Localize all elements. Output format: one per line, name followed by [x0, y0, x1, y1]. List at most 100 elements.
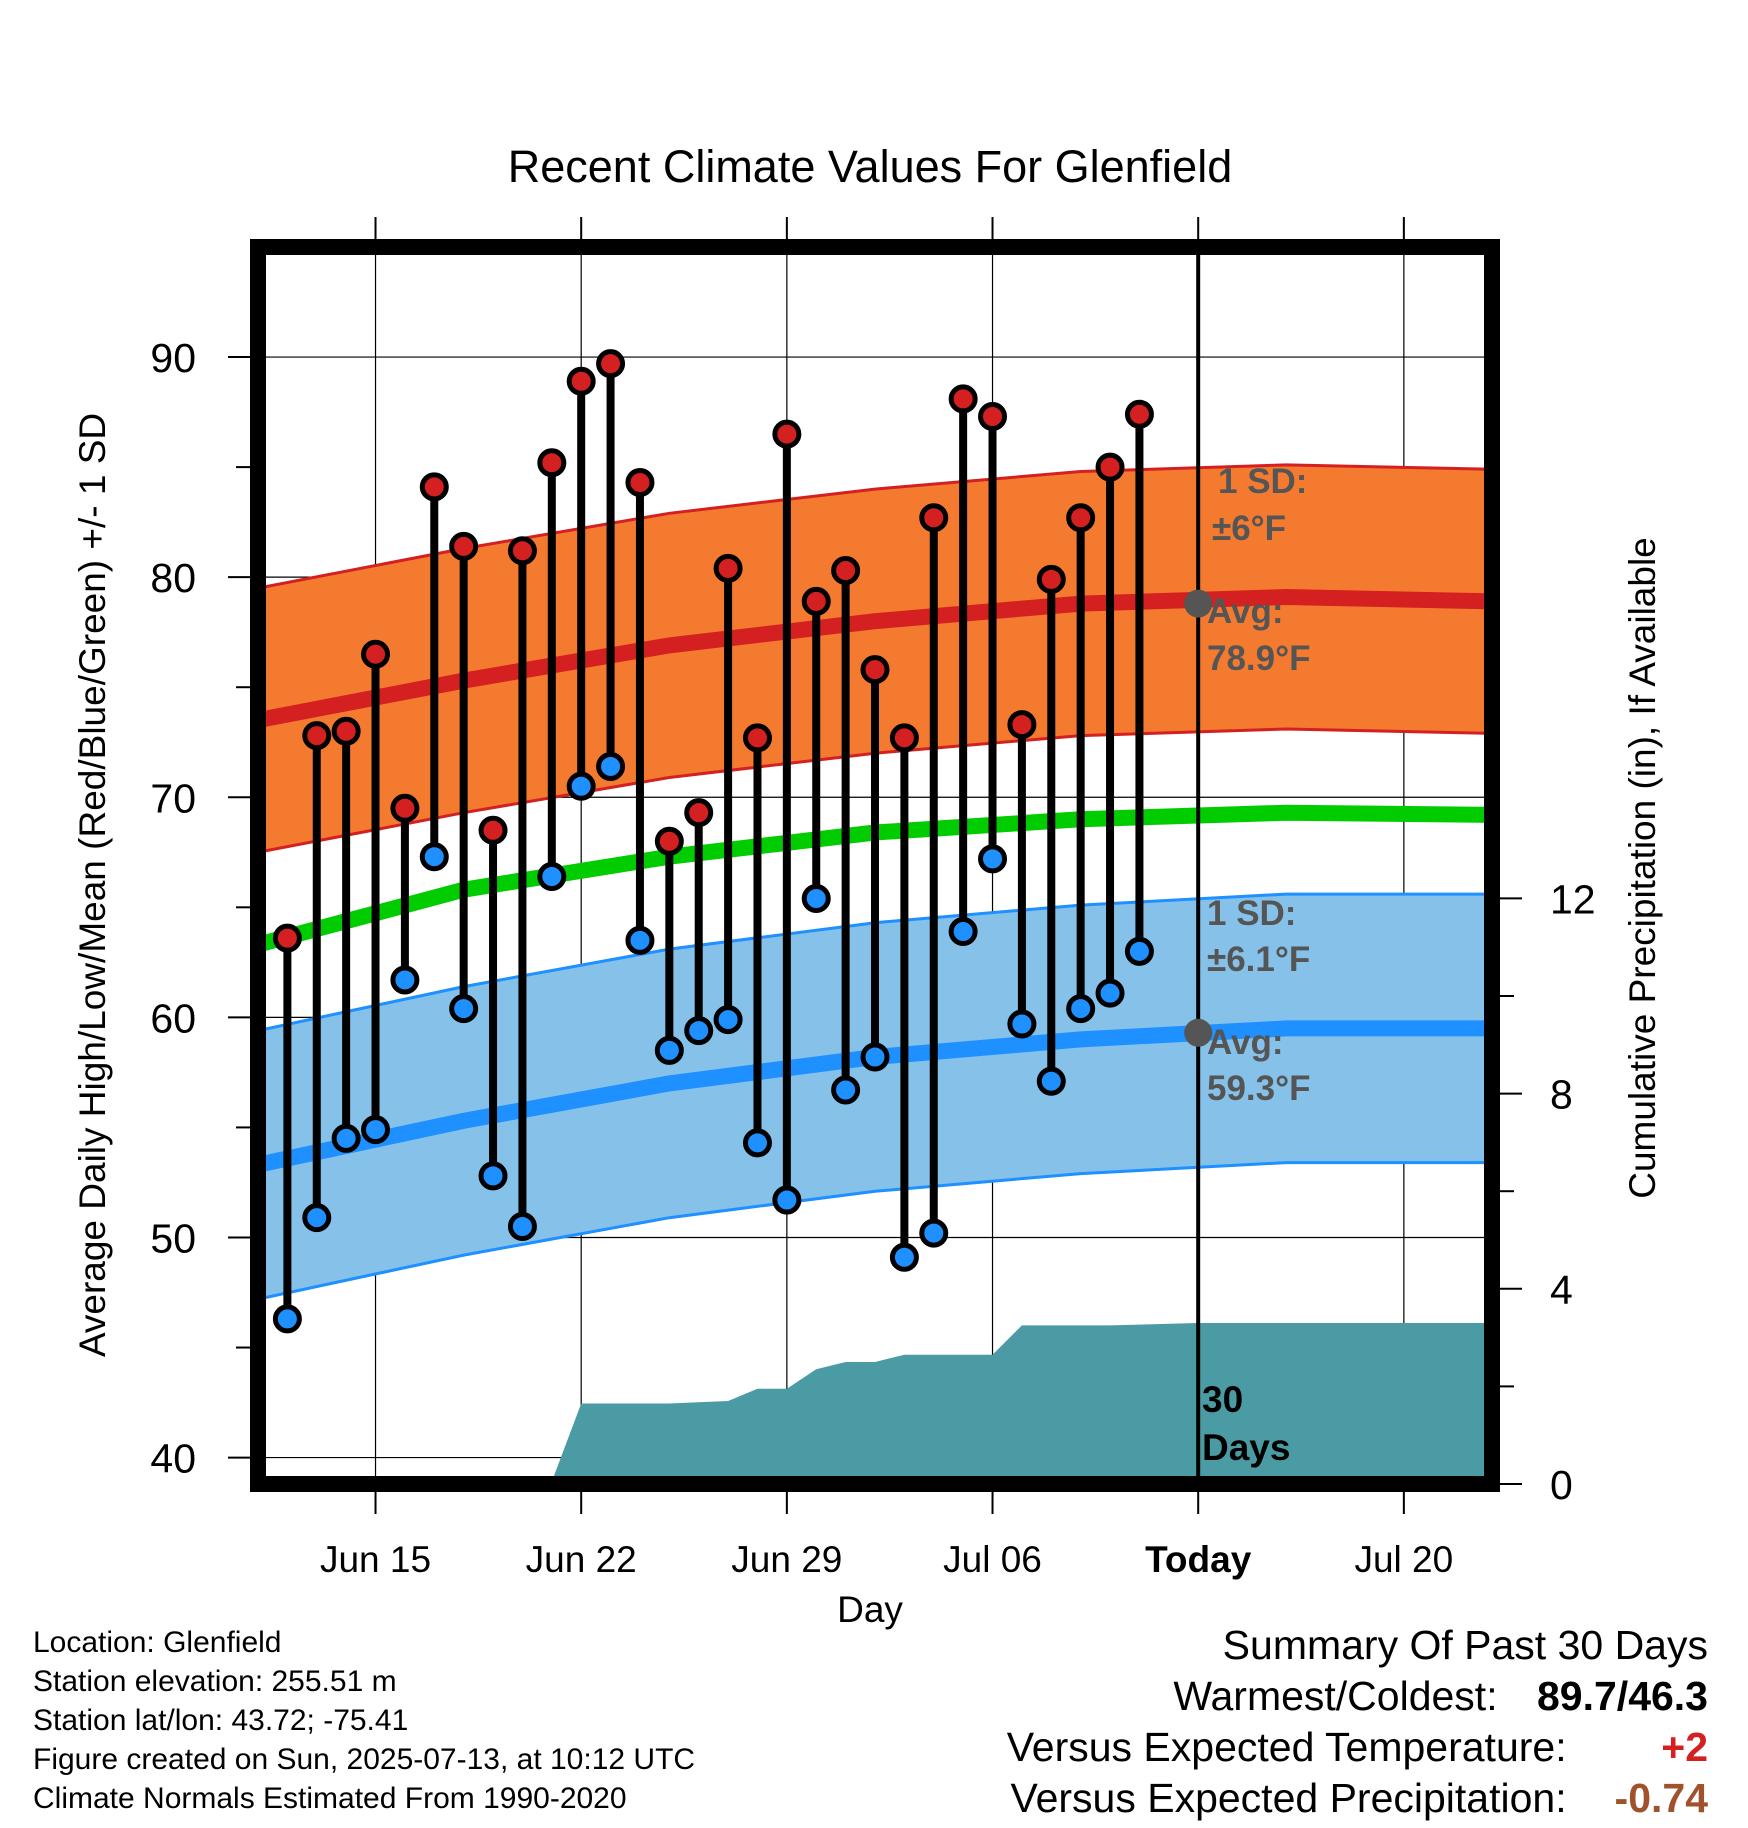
daily-high-point [1066, 503, 1096, 533]
period-unit: Days [1202, 1427, 1290, 1468]
daily-low-point [390, 965, 420, 995]
daily-high-point [654, 826, 684, 856]
warmest-coldest-value: 89.7/46.3 [1537, 1673, 1708, 1719]
low-sd-band [258, 894, 1492, 1300]
x-tick-label: Jul 06 [943, 1539, 1042, 1580]
daily-low-point [331, 1123, 361, 1153]
daily-low-point [596, 751, 626, 781]
high-sd-label: 1 SD: [1218, 462, 1307, 501]
y2-axis-label: Cumulative Precipitation (in), If Availa… [1622, 537, 1663, 1199]
daily-low-point [889, 1242, 919, 1272]
daily-low-point [419, 842, 449, 872]
daily-high-point [889, 723, 919, 753]
y-tick-label: 50 [150, 1215, 196, 1261]
daily-high-point [478, 815, 508, 845]
daily-high-point [860, 655, 890, 685]
daily-high-point [507, 536, 537, 566]
daily-high-point [419, 472, 449, 502]
daily-high-point [537, 448, 567, 478]
daily-low-point [1007, 1009, 1037, 1039]
daily-high-point [331, 716, 361, 746]
high-avg-marker [1184, 589, 1213, 618]
daily-high-point [361, 639, 391, 669]
created-text: Figure created on Sun, 2025-07-13, at 10… [33, 1743, 696, 1776]
temp-departure-label: Versus Expected Temperature: [1006, 1724, 1567, 1770]
daily-high-point [713, 553, 743, 583]
temp-departure-row: Versus Expected Temperature: +2 [1007, 1722, 1708, 1773]
daily-low-point [654, 1035, 684, 1065]
x-tick-label: Jul 20 [1354, 1539, 1453, 1580]
elevation-text: Station elevation: 255.51 m [33, 1665, 397, 1698]
y2-tick-label: 0 [1550, 1462, 1573, 1508]
y2-tick-label: 8 [1550, 1072, 1573, 1118]
y2-tick-label: 12 [1550, 876, 1596, 922]
y2-tick-label: 4 [1550, 1267, 1573, 1313]
low-avg-value: 59.3°F [1207, 1069, 1311, 1108]
high-avg-value: 78.9°F [1207, 639, 1311, 678]
daily-low-point [742, 1128, 772, 1158]
daily-high-point [948, 384, 978, 414]
daily-low-point [478, 1161, 508, 1191]
daily-high-point [742, 723, 772, 753]
daily-high-point [1036, 564, 1066, 594]
daily-low-point [948, 917, 978, 947]
low-avg-label: Avg: [1207, 1023, 1283, 1062]
low-sd-value: ±6.1°F [1207, 940, 1310, 979]
precipitation-area [258, 1323, 1492, 1484]
daily-low-point [449, 994, 479, 1024]
plot-area: 1 SD: ±6°F Avg: 78.9°F 1 SD: ±6.1°F Avg: 59.3°F… [258, 247, 1492, 1484]
daily-high-point [596, 349, 626, 379]
y-tick-label: 60 [150, 995, 196, 1041]
y-tick-label: 40 [150, 1436, 196, 1482]
daily-low-point [713, 1005, 743, 1035]
y-tick-label: 90 [150, 335, 196, 381]
y-axis-label: Average Daily High/Low/Mean (Red/Blue/Gr… [72, 413, 113, 1357]
daily-high-point [919, 503, 949, 533]
daily-high-point [302, 721, 332, 751]
daily-high-point [978, 401, 1008, 431]
daily-low-point [1095, 978, 1125, 1008]
high-sd-value: ±6°F [1212, 509, 1286, 548]
temp-departure-value: +2 [1661, 1724, 1708, 1770]
daily-low-point [566, 771, 596, 801]
daily-low-point [507, 1211, 537, 1241]
daily-low-point [772, 1185, 802, 1215]
axes: 40 50 60 70 80 90 0 4 8 12 Jun 15 Jun 22 Jun 29 Jul 0… [150, 217, 1596, 1580]
daily-high-point [684, 798, 714, 828]
warmest-coldest-row: Warmest/Coldest: 89.7/46.3 [1007, 1671, 1708, 1722]
high-avg-label: Avg: [1207, 592, 1283, 631]
chart-title: Recent Climate Values For Glenfield [508, 141, 1232, 192]
precip-departure-row: Versus Expected Precipitation: -0.74 [1007, 1773, 1709, 1824]
daily-high-point [772, 419, 802, 449]
daily-low-point [361, 1115, 391, 1145]
warmest-coldest-label: Warmest/Coldest: [1173, 1673, 1498, 1719]
x-tick-label: Jun 29 [731, 1539, 842, 1580]
low-sd-label: 1 SD: [1207, 894, 1296, 933]
x-tick-label: Jun 15 [320, 1539, 431, 1580]
daily-low-point [272, 1304, 302, 1334]
summary-title: Summary Of Past 30 Days [1222, 1622, 1708, 1668]
x-axis-label: Day [837, 1589, 903, 1630]
daily-low-point [1124, 936, 1154, 966]
precip-departure-value: -0.74 [1614, 1775, 1708, 1821]
plot-frame [250, 239, 1500, 1492]
daily-low-point [625, 925, 655, 955]
y-tick-label: 80 [150, 555, 196, 601]
daily-low-point [684, 1016, 714, 1046]
summary-panel: Summary Of Past 30 Days Warmest/Coldest:… [1007, 1620, 1708, 1824]
daily-low-point [919, 1218, 949, 1248]
daily-high-point [1095, 452, 1125, 482]
daily-low-point [831, 1075, 861, 1105]
daily-low-point [978, 844, 1008, 874]
x-tick-label: Jun 22 [526, 1539, 637, 1580]
daily-low-point [860, 1042, 890, 1072]
daily-high-point [566, 366, 596, 396]
low-band-lower-edge [258, 1161, 1492, 1301]
plot-contents: 1 SD: ±6°F Avg: 78.9°F 1 SD: ±6.1°F Avg: 59.3°F… [258, 247, 1492, 1484]
daily-high-point [831, 556, 861, 586]
daily-high-point [390, 793, 420, 823]
daily-low-point [1036, 1066, 1066, 1096]
daily-high-point [1124, 399, 1154, 429]
precip-departure-label: Versus Expected Precipitation: [1010, 1775, 1567, 1821]
daily-high-point [272, 923, 302, 953]
